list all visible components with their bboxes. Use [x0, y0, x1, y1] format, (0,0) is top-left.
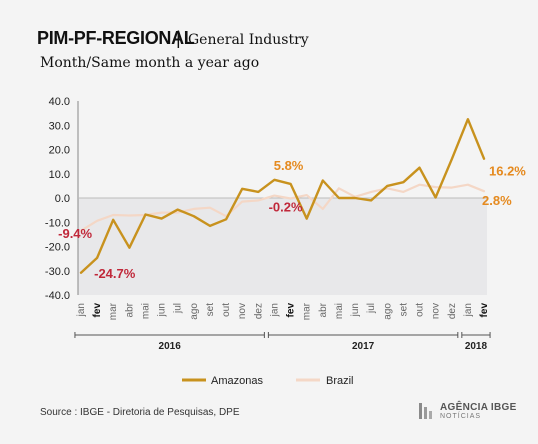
agency-logo: AGÊNCIA IBGE NOTÍCIAS [418, 401, 518, 423]
x-tick-label: mai [334, 303, 345, 319]
title-separator: | [176, 28, 181, 48]
y-tick-label: 0.0 [55, 193, 70, 205]
x-tick-label: jul [366, 303, 377, 314]
x-tick-label: jun [350, 303, 361, 317]
series-line-amazonas [79, 117, 486, 274]
data-label: -0.2% [269, 199, 303, 214]
legend-label: Brazil [326, 375, 354, 387]
x-tick-label: ago [189, 303, 200, 320]
y-tick-label: 20.0 [49, 145, 70, 157]
data-label: 2.8% [482, 193, 512, 208]
y-tick-label: -40.0 [45, 290, 70, 302]
legend-label: Amazonas [211, 375, 263, 387]
y-tick-label: 10.0 [49, 169, 70, 181]
chart-subtitle-measure: Month/Same month a year ago [40, 55, 260, 71]
x-tick-label: jan [269, 303, 280, 317]
x-tick-label: mar [302, 302, 313, 320]
data-label: 5.8% [274, 158, 304, 173]
y-tick-label: -30.0 [45, 266, 70, 278]
x-tick-label: out [415, 303, 426, 317]
y-tick-label: 30.0 [49, 120, 70, 132]
x-tick-label: jun [157, 303, 168, 317]
data-label: -24.7% [94, 266, 136, 281]
x-tick-label: fev [92, 303, 103, 318]
year-label: 2017 [352, 341, 375, 352]
x-tick-label: fev [479, 303, 490, 318]
x-tick-label: ago [382, 303, 393, 320]
y-tick-label: -20.0 [45, 242, 70, 254]
x-tick-label: dez [253, 303, 264, 319]
x-tick-label: mar [108, 302, 119, 320]
x-tick-label: jul [173, 303, 184, 314]
x-tick-label: fev [286, 303, 297, 318]
year-label: 2016 [159, 341, 182, 352]
x-tick-label: nov [431, 303, 442, 319]
x-tick-label: jan [76, 303, 87, 317]
year-label: 2018 [465, 341, 488, 352]
x-tick-label: set [398, 303, 409, 317]
chart-title: PIM-PF-REGIONAL [37, 28, 195, 48]
data-label: -9.4% [58, 226, 92, 241]
y-tick-label: -10.0 [45, 217, 70, 229]
x-tick-label: abr [318, 302, 329, 317]
logo-subtext: NOTÍCIAS [440, 413, 482, 420]
x-tick-label: mai [140, 303, 151, 319]
logo-mark-icon [419, 403, 432, 419]
x-tick-label: set [205, 303, 216, 317]
y-tick-label: 40.0 [49, 96, 70, 108]
source-note: Source : IBGE - Diretoria de Pesquisas, … [40, 407, 240, 418]
x-tick-label: out [221, 303, 232, 317]
x-tick-label: abr [124, 302, 135, 317]
data-label: 16.2% [489, 164, 526, 179]
logo-text: AGÊNCIA IBGE [440, 402, 517, 413]
chart-subtitle: General Industry [188, 32, 309, 48]
x-tick-label: nov [237, 303, 248, 319]
x-tick-label: dez [447, 303, 458, 319]
x-tick-label: jan [463, 303, 474, 317]
